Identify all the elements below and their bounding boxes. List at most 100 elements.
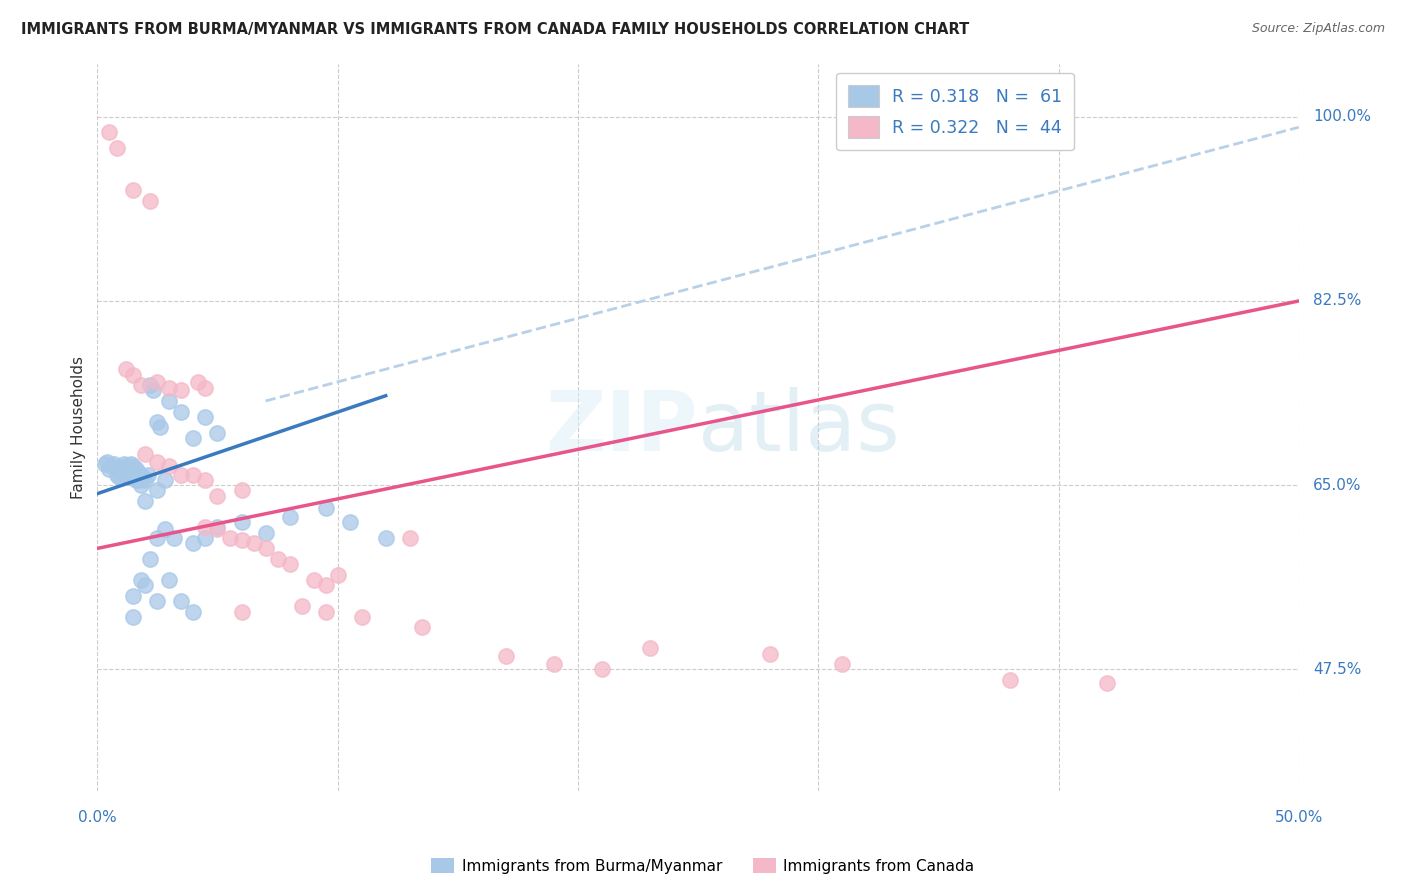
- Point: [108, 470, 131, 484]
- Point: [231, 533, 253, 547]
- Point: [207, 520, 229, 534]
- Y-axis label: Family Households: Family Households: [72, 356, 86, 499]
- Text: IMMIGRANTS FROM BURMA/MYANMAR VS IMMIGRANTS FROM CANADA FAMILY HOUSEHOLDS CORREL: IMMIGRANTS FROM BURMA/MYANMAR VS IMMIGRA…: [21, 22, 969, 37]
- Point: [183, 467, 205, 482]
- Point: [105, 467, 128, 482]
- Point: [146, 415, 169, 429]
- Point: [146, 455, 169, 469]
- Point: [159, 394, 181, 409]
- Point: [93, 457, 115, 471]
- Text: 100.0%: 100.0%: [1313, 109, 1371, 124]
- Point: [129, 478, 152, 492]
- Point: [122, 368, 145, 382]
- Point: [153, 473, 176, 487]
- Point: [266, 552, 288, 566]
- Point: [302, 573, 325, 587]
- Point: [183, 605, 205, 619]
- Point: [132, 470, 155, 484]
- Point: [315, 501, 337, 516]
- Point: [134, 494, 156, 508]
- Point: [159, 459, 181, 474]
- Point: [115, 459, 138, 474]
- Point: [163, 531, 186, 545]
- Point: [638, 641, 661, 656]
- Text: 82.5%: 82.5%: [1313, 293, 1361, 309]
- Point: [105, 141, 128, 155]
- Point: [142, 384, 165, 398]
- Point: [350, 610, 373, 624]
- Point: [170, 594, 193, 608]
- Point: [759, 647, 782, 661]
- Text: atlas: atlas: [699, 387, 900, 467]
- Point: [187, 375, 209, 389]
- Point: [170, 384, 193, 398]
- Legend: R = 0.318   N =  61, R = 0.322   N =  44: R = 0.318 N = 61, R = 0.322 N = 44: [837, 73, 1074, 151]
- Point: [139, 552, 162, 566]
- Point: [591, 663, 613, 677]
- Point: [125, 473, 148, 487]
- Point: [112, 466, 135, 480]
- Text: 0.0%: 0.0%: [77, 810, 117, 824]
- Legend: Immigrants from Burma/Myanmar, Immigrants from Canada: Immigrants from Burma/Myanmar, Immigrant…: [425, 852, 981, 880]
- Point: [122, 589, 145, 603]
- Point: [194, 531, 217, 545]
- Point: [112, 457, 135, 471]
- Point: [543, 657, 565, 672]
- Point: [117, 470, 139, 484]
- Point: [129, 573, 152, 587]
- Point: [315, 578, 337, 592]
- Point: [326, 567, 349, 582]
- Text: ZIP: ZIP: [546, 387, 699, 467]
- Point: [411, 620, 433, 634]
- Point: [194, 520, 217, 534]
- Point: [110, 461, 132, 475]
- Point: [134, 473, 156, 487]
- Text: 65.0%: 65.0%: [1313, 478, 1362, 492]
- Point: [254, 525, 277, 540]
- Point: [183, 536, 205, 550]
- Point: [495, 648, 517, 663]
- Point: [339, 515, 361, 529]
- Point: [278, 557, 301, 571]
- Point: [194, 381, 217, 395]
- Point: [207, 425, 229, 440]
- Point: [170, 467, 193, 482]
- Point: [242, 536, 264, 550]
- Point: [129, 467, 152, 482]
- Point: [120, 465, 142, 479]
- Point: [218, 531, 240, 545]
- Point: [1000, 673, 1022, 687]
- Point: [103, 457, 125, 471]
- Point: [139, 194, 162, 208]
- Point: [122, 467, 145, 482]
- Text: Source: ZipAtlas.com: Source: ZipAtlas.com: [1251, 22, 1385, 36]
- Point: [129, 378, 152, 392]
- Point: [122, 459, 145, 474]
- Point: [146, 531, 169, 545]
- Point: [170, 404, 193, 418]
- Point: [231, 515, 253, 529]
- Point: [98, 126, 121, 140]
- Point: [134, 447, 156, 461]
- Point: [159, 381, 181, 395]
- Point: [398, 531, 420, 545]
- Point: [127, 465, 149, 479]
- Text: 47.5%: 47.5%: [1313, 662, 1361, 677]
- Point: [139, 378, 162, 392]
- Point: [207, 523, 229, 537]
- Point: [374, 531, 396, 545]
- Point: [194, 473, 217, 487]
- Point: [278, 509, 301, 524]
- Point: [146, 375, 169, 389]
- Point: [194, 409, 217, 424]
- Point: [127, 473, 149, 487]
- Point: [153, 523, 176, 537]
- Point: [146, 594, 169, 608]
- Point: [134, 578, 156, 592]
- Point: [207, 489, 229, 503]
- Point: [125, 462, 148, 476]
- Point: [831, 657, 853, 672]
- Point: [315, 605, 337, 619]
- Point: [100, 459, 122, 474]
- Point: [115, 362, 138, 376]
